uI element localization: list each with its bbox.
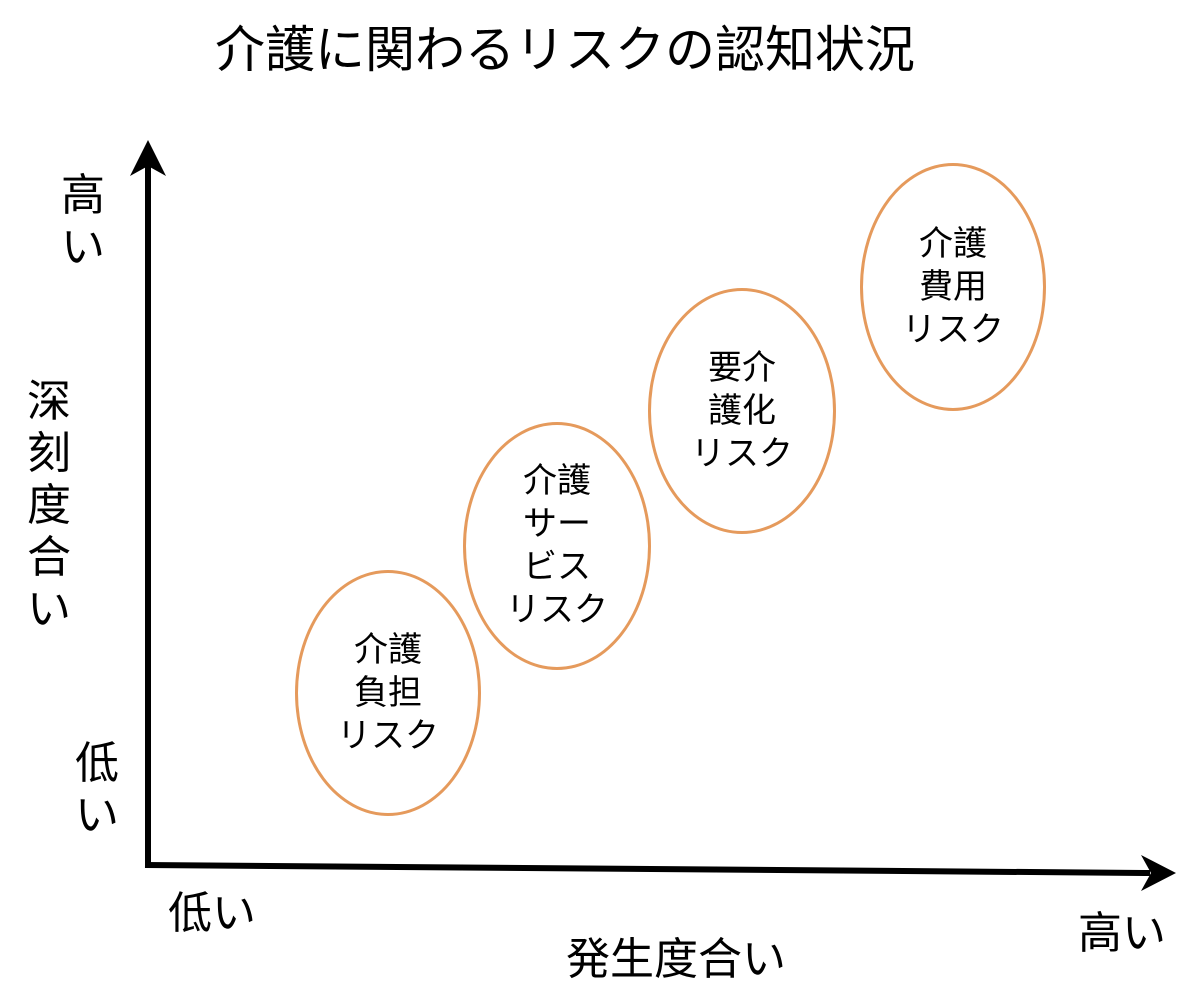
- y-axis-arrowhead: [130, 140, 166, 176]
- y-axis-low-label: 低 い: [75, 738, 119, 841]
- risk-label-care-burden: 介護 負担 リスク: [337, 629, 439, 756]
- x-axis-low-label: 低い: [168, 888, 256, 939]
- risk-label-care-service: 介護 サー ビス リスク: [506, 461, 608, 630]
- x-axis-label: 発生度合い: [566, 934, 786, 985]
- diagram-title: 介護に関わるリスクの認知状況: [215, 21, 915, 79]
- risk-bubble-care-need: 要介 護化 リスク: [648, 288, 836, 534]
- x-axis-line: [144, 862, 1151, 876]
- x-axis-arrowhead: [1141, 855, 1176, 891]
- y-axis-high-label: 高 い: [61, 170, 105, 273]
- risk-bubble-care-burden: 介護 負担 リスク: [295, 570, 481, 816]
- risk-label-care-cost: 介護 費用 リスク: [902, 223, 1004, 350]
- y-axis-label: 深 刻 度 合 い: [27, 376, 71, 635]
- risk-label-care-need: 要介 護化 リスク: [691, 347, 793, 474]
- risk-bubble-care-service: 介護 サー ビス リスク: [463, 422, 651, 670]
- risk-bubble-care-cost: 介護 費用 リスク: [860, 163, 1046, 411]
- x-axis-high-label: 高い: [1078, 908, 1166, 959]
